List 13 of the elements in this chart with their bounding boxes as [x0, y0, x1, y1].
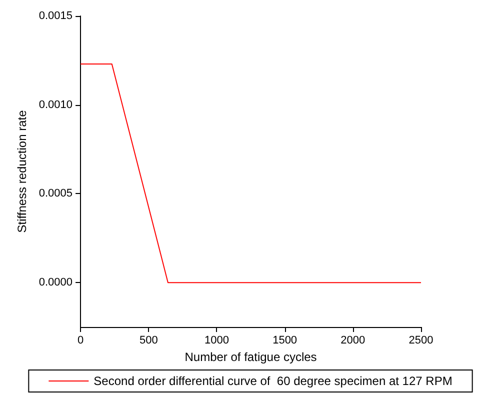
x-tick-label: 2500 [408, 334, 434, 346]
y-tick-label: 0.0015 [38, 10, 73, 22]
x-tick-label: 0 [77, 334, 84, 346]
y-tick-label: 0.0010 [38, 98, 73, 111]
x-tick-label: 1500 [272, 334, 298, 346]
y-axis-title: Stiffness reduction rate [15, 110, 29, 233]
x-axis-title: Number of fatigue cycles [184, 350, 317, 364]
x-tick-label: 1000 [204, 334, 229, 346]
x-tick-label: 2000 [340, 334, 366, 346]
x-tick-label: 500 [139, 334, 158, 346]
legend-label: Second order differential curve of 60 degree specimen at 127 RPM [94, 374, 452, 388]
y-tick-label: 0.0005 [38, 188, 73, 200]
y-tick-label: 0.0000 [38, 276, 73, 289]
